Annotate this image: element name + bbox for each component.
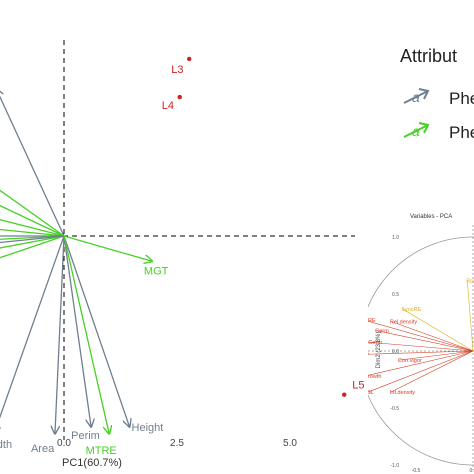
loading-vector-9 [0,219,65,237]
loading-vector-8 [0,204,65,237]
inset-vector-rp [368,350,474,355]
inset-x-tick-2: 0.0 [470,468,474,474]
loading-vector-circ [0,89,65,237]
loading-vector-mgt [63,235,152,261]
inset-vector-rpm [467,280,474,352]
inset-vector-l-germ [368,341,474,352]
inset-y-tick-0: 1.0 [392,235,399,241]
loading-vector-15 [0,235,65,244]
loading-vector-7 [0,189,65,237]
inset-variable-label-germ: Germ [375,328,389,334]
loading-vector-area [55,235,65,434]
loading-vector-12 [0,235,65,249]
inset-vector-germ [376,330,474,352]
legend-key-line-0 [403,90,429,104]
inset-vector-int-density [390,350,474,393]
x-axis-label: PC1(60.7%) [62,457,122,469]
point-l5 [342,392,347,397]
loading-vector-11 [0,235,65,240]
vector-label-height: Height [132,422,164,434]
inset-y-tick-3: -0.5 [390,406,399,412]
inset-x-tick-0: -1.0 [355,468,364,474]
x-tick-label-0-0: 0.0 [57,438,71,449]
inset-vector-rel-density [390,321,474,352]
loading-vector-perim [63,235,91,427]
inset-variable-label-l-germ: L.Germ [364,340,383,346]
inset-variable-label-rel-density: Rel.density [390,319,417,325]
point-l3 [187,56,192,62]
inset-y-tick-2: 0.0 [392,349,399,355]
loading-vector-width [0,235,65,434]
legend-key-arrowhead-1 [418,122,430,134]
inset-y-axis-label: Dim2 (23.8%) [376,332,382,369]
x-axis-ticks: 0.0 2.5 5.0 [57,438,297,449]
loading-vector-13 [0,235,65,259]
legend-key-glyph-0: a [412,89,420,105]
inset-variable-label-int-density: Int.density [390,390,415,396]
loading-vector-10 [0,228,65,237]
vector-label-perim: Perim [71,430,100,442]
vector-label-width: Width [0,439,12,451]
legend-title: Attribut [400,46,457,66]
inset-title: Variables - PCA [410,214,452,220]
inset-y-tick-1: 0.5 [392,292,399,298]
inset-vector-growth [368,350,474,376]
legend-key-arrowhead-0 [418,88,430,100]
loading-vector-mtre [63,235,109,434]
inset-variable-label-syncre: SyncRE [401,307,421,313]
loading-vectors: Circ.WidthAreaPerimHeightMGTMTRE [0,78,169,457]
inset-vector-corr-vigor [398,350,474,361]
inset-variable-label-rp: RP [361,352,369,358]
inset-variable-label-corr-vigor: Corr.vigor [398,358,422,364]
inset-y-tick-4: -1.0 [390,463,399,469]
legend-label-0: Phe [449,89,474,108]
legend-key-glyph-1: a [412,123,420,139]
observation-points: L3L4L2L5 [162,56,364,397]
inset-x-tick-1: -0.5 [412,468,421,474]
inset-variable-label-sl: SL [367,390,374,396]
loading-vector-height [63,235,130,427]
legend-label-1: Phe [449,123,474,142]
point-l4 [177,94,182,100]
point-label-l3: L3 [171,64,183,76]
inset-variable-label-growth: Growth [364,374,382,380]
inset-vector-syncre [402,308,474,352]
point-label-l4: L4 [162,100,174,112]
x-tick-label-5-0: 5.0 [283,438,297,449]
legend: Attribut a Phe a Phe [400,46,474,142]
vector-label-area: Area [31,443,55,455]
inset-plot-area: 1.0 0.5 0.0 -0.5 -1.0 -1.0 -0.5 0.0 Rpm SyncRE GRE… [355,225,474,474]
legend-items: a Phe a Phe [403,88,474,142]
inset-variable-label-rpm: Rpm [466,278,474,284]
x-tick-label-2-5: 2.5 [170,438,184,449]
variables-pca-inset: Variables - PCA 1.0 0.5 0.0 -0.5 -1.0 -1.0 -0.… [355,214,474,474]
legend-key-line-1 [403,124,429,138]
vector-label-mgt: MGT [144,265,169,277]
inset-variable-label-gre: GRE [364,318,376,324]
inset-vector-gre [368,320,474,352]
biplot: Circ.WidthAreaPerimHeightMGTMTRE L3L4L2L… [0,40,364,469]
vector-label-mtre: MTRE [86,445,117,457]
point-label-l5: L5 [352,380,364,392]
inset-vector-sl [368,350,474,393]
